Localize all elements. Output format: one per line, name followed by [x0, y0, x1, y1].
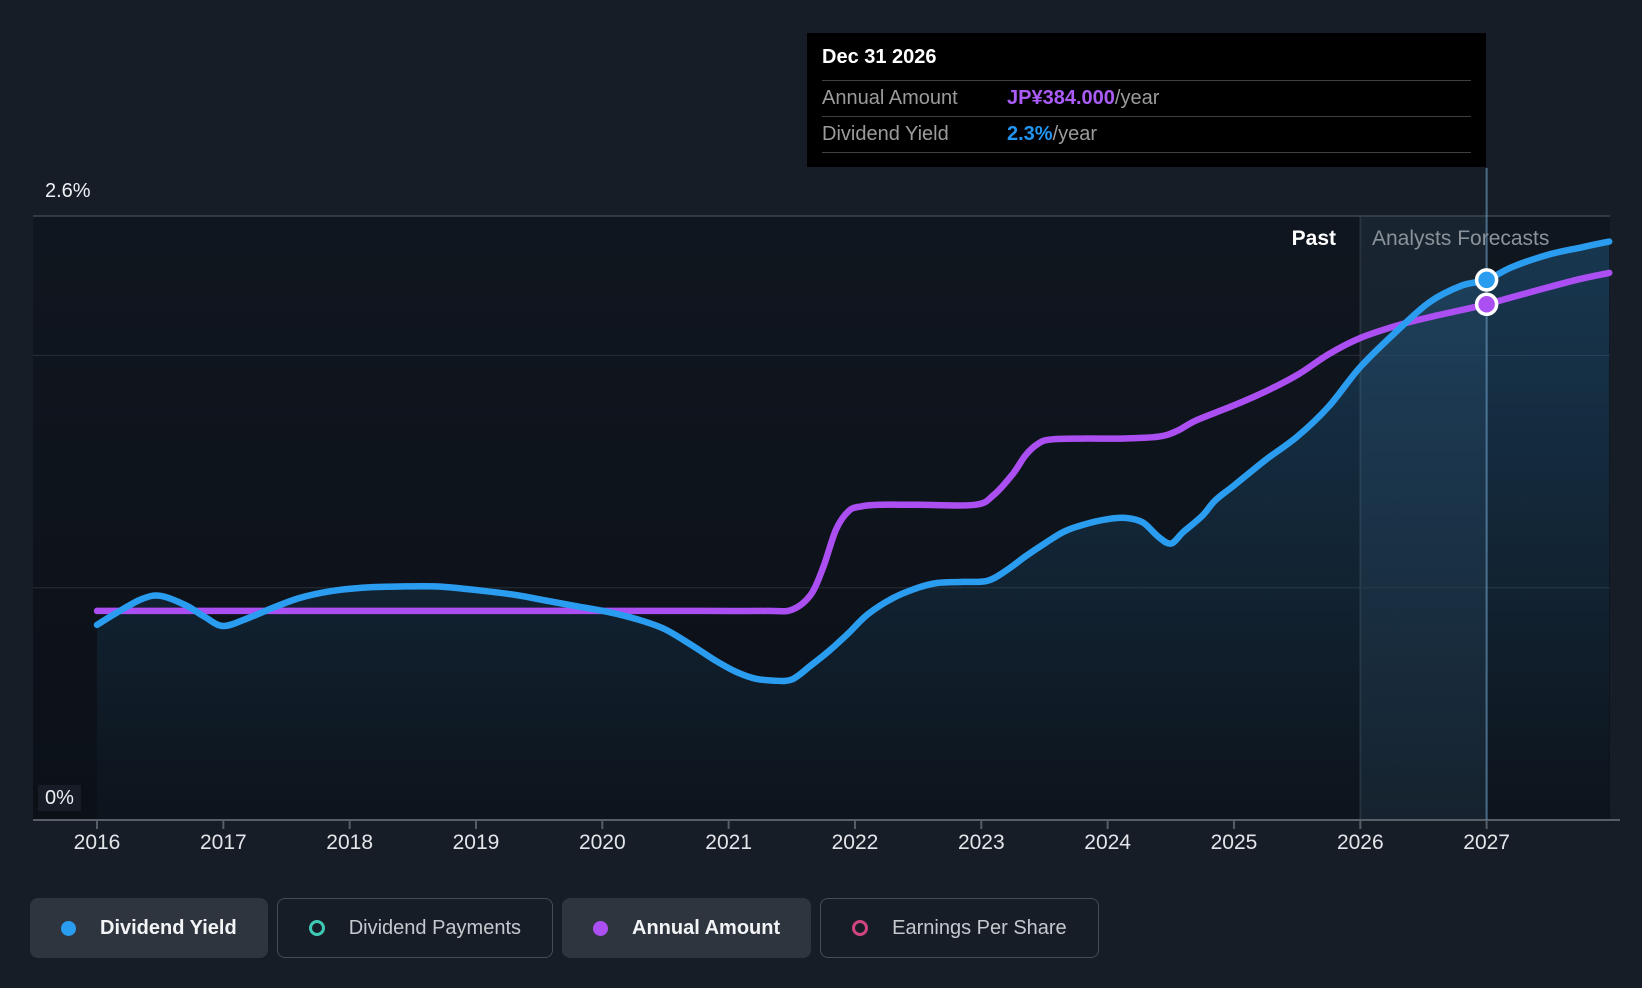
x-tick-label: 2021 — [705, 831, 752, 854]
x-tick-label: 2024 — [1084, 831, 1131, 854]
legend-item-annual-amount[interactable]: Annual Amount — [562, 898, 812, 958]
tooltip-row-label: Annual Amount — [822, 87, 958, 109]
legend-item-label: Dividend Yield — [100, 916, 237, 939]
tooltip-row-value: 2.3% — [1007, 123, 1053, 145]
tooltip-row-suffix: /year — [1052, 123, 1098, 145]
x-tick-label: 2023 — [957, 831, 1005, 854]
tooltip-row: Dividend Yield 2.3%/year — [822, 117, 1471, 153]
legend-item-dividend-yield[interactable]: Dividend Yield — [30, 898, 268, 958]
tooltip-row-value: JP¥384.000 — [1007, 87, 1115, 109]
legend-item-dividend-payments[interactable]: Dividend Payments — [276, 898, 554, 958]
annual-amount-marker[interactable] — [1474, 292, 1499, 317]
legend-item-label: Dividend Payments — [348, 916, 522, 939]
legend-item-label: Earnings Per Share — [892, 916, 1067, 939]
x-tick-label: 2019 — [452, 831, 500, 854]
tooltip-date: Dec 31 2026 — [822, 33, 1471, 81]
legend-item-label: Annual Amount — [632, 916, 781, 939]
earnings-per-share-swatch-icon — [852, 920, 869, 936]
tooltip-row: Annual Amount JP¥384.000/year — [822, 81, 1471, 117]
y-axis-label-max: 2.6% — [38, 178, 98, 204]
x-tick-label: 2016 — [73, 831, 121, 854]
x-tick-label: 2022 — [831, 831, 879, 854]
x-tick-label: 2018 — [326, 831, 374, 854]
y-axis-label-min: 0% — [38, 785, 81, 811]
tooltip-row-suffix: /year — [1114, 87, 1160, 109]
x-tick-label: 2027 — [1463, 831, 1510, 854]
chart-tooltip: Dec 31 2026 Annual Amount JP¥384.000/year… — [807, 33, 1486, 167]
x-tick-label: 2025 — [1210, 831, 1258, 854]
dividend-payments-swatch-icon — [308, 920, 325, 936]
analysts-forecasts-label: Analysts Forecasts — [1372, 227, 1550, 250]
x-tick-label: 2017 — [199, 831, 247, 854]
legend-item-earnings-per-share[interactable]: Earnings Per Share — [820, 898, 1099, 958]
x-tick-label: 2026 — [1336, 831, 1384, 854]
dividend-yield-area — [97, 241, 1610, 821]
dividend-yield-swatch-icon — [61, 920, 76, 936]
x-tick-label: 2020 — [578, 831, 626, 854]
annual-amount-swatch-icon — [593, 920, 609, 936]
tooltip-row-label: Dividend Yield — [822, 123, 949, 145]
dividend-yield-line — [93, 238, 1613, 685]
legend: Dividend Yield Dividend Payments Annual Am… — [30, 898, 1099, 958]
past-label: Past — [1291, 227, 1336, 250]
tooltip-rows: Annual Amount JP¥384.000/year Dividend Yie… — [807, 81, 1486, 153]
dividend-yield-marker[interactable] — [1474, 268, 1499, 292]
